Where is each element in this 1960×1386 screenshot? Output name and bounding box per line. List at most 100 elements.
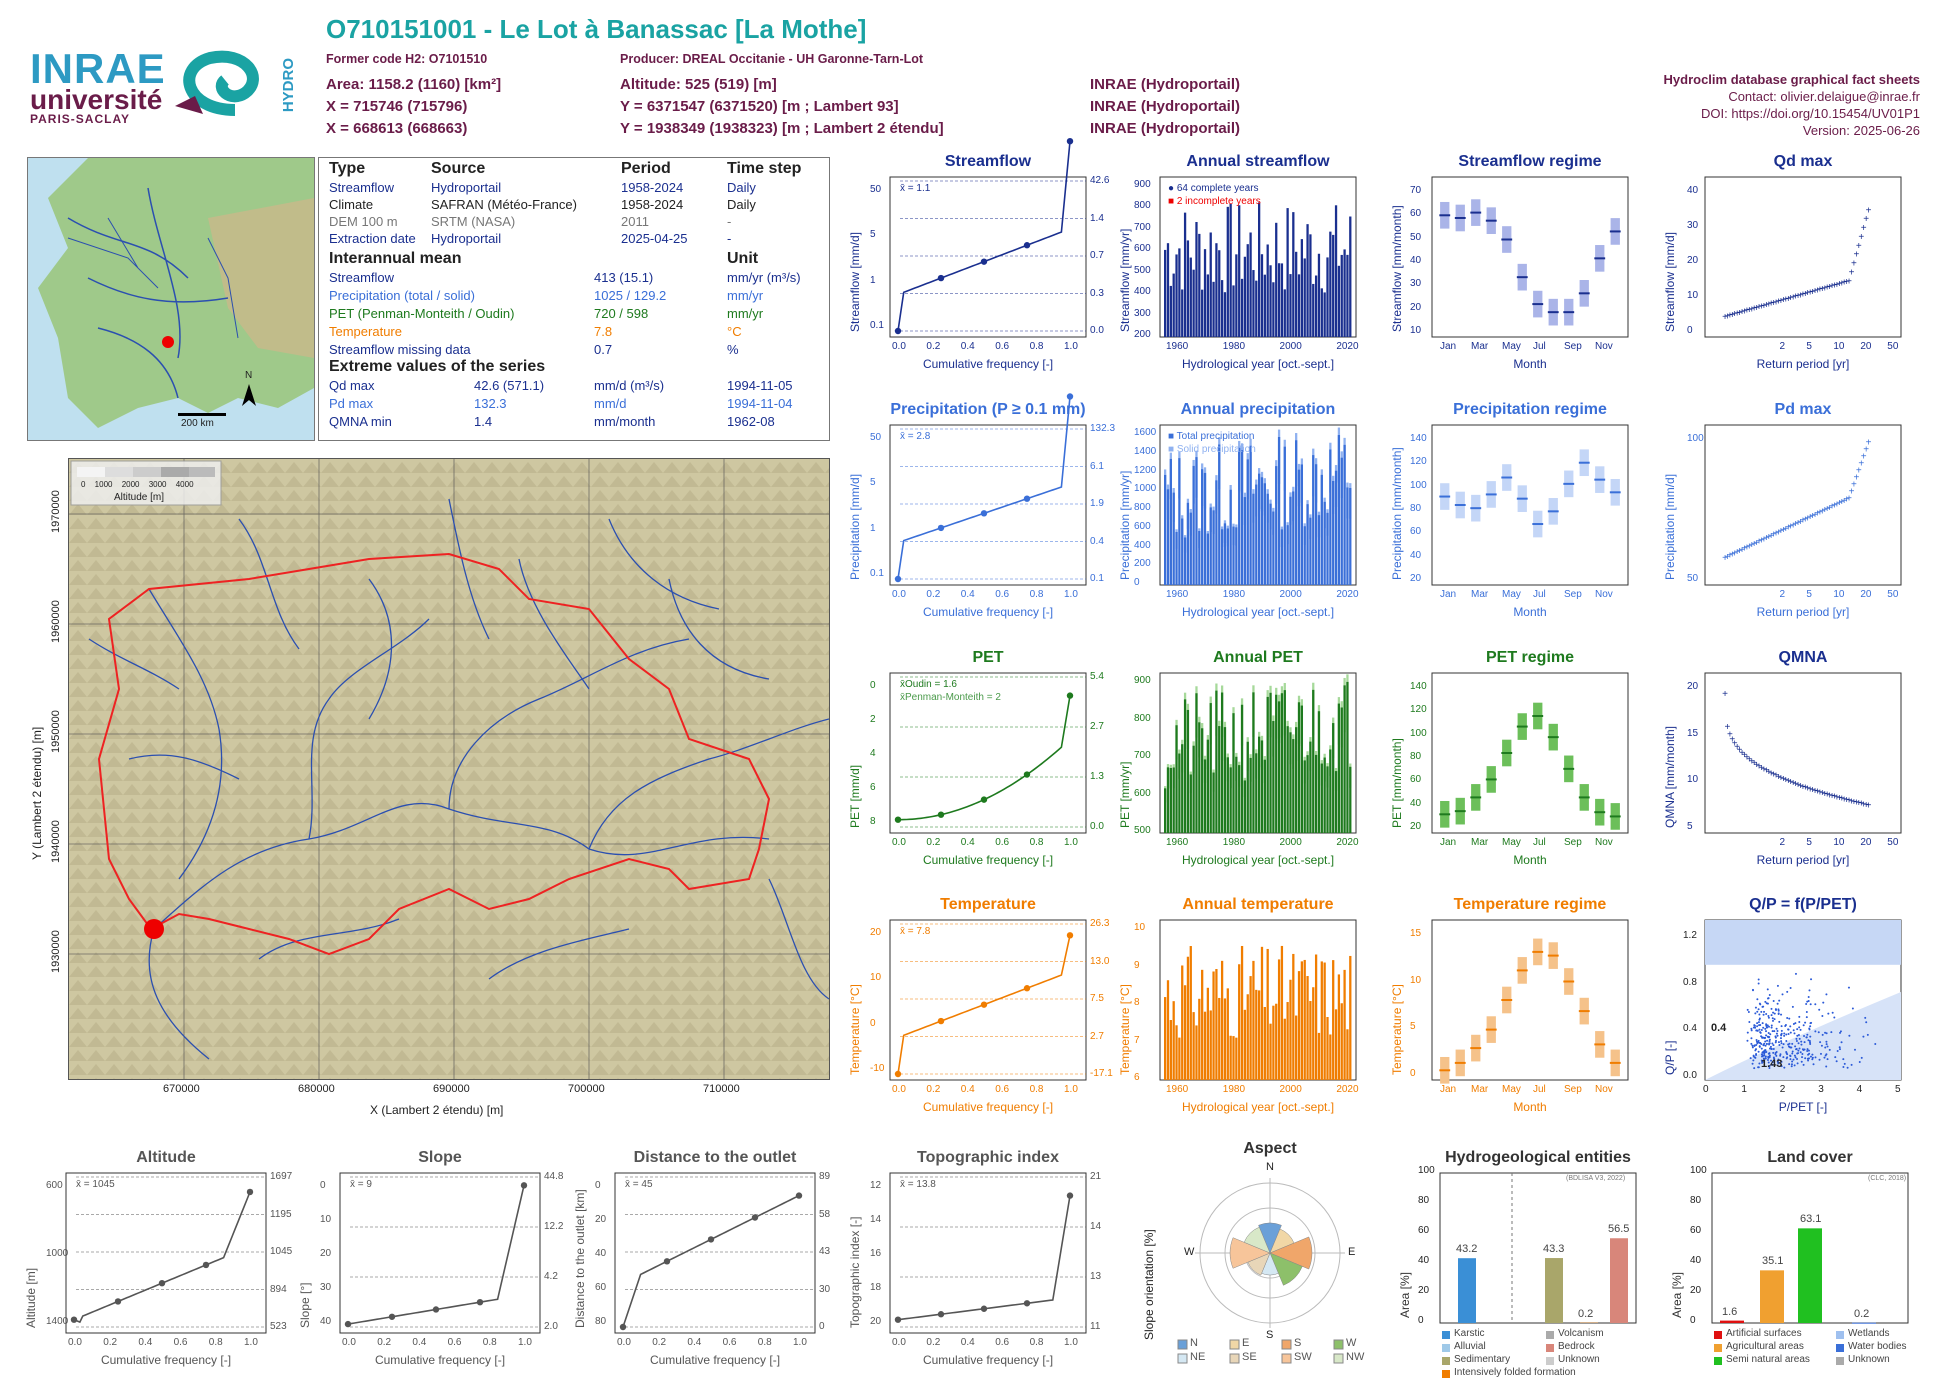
slope-xtick: 0.8 <box>482 1337 497 1348</box>
annual_precip-bar <box>1229 489 1232 585</box>
annual_temp-bar <box>1172 1001 1175 1080</box>
annual_temp-bar <box>1186 956 1190 1080</box>
annual_streamflow-ytick-1: 300 <box>1134 307 1151 319</box>
annual_streamflow-bar <box>1215 243 1218 337</box>
landcover-value-0: 1.6 <box>1722 1305 1738 1318</box>
qp-ytick-3: 1.2 <box>1683 930 1697 941</box>
temp-ylabel: Temperature [°C] <box>848 984 862 1075</box>
mean-row-4-2: % <box>727 342 739 357</box>
pd_max-point: + <box>1761 534 1767 545</box>
qmna-point: + <box>1768 768 1774 779</box>
qp-point <box>1842 1065 1845 1068</box>
annual_precip-legend-2: ■ Solid precipitation <box>1168 444 1256 455</box>
landcover-legend-0: Artificial surfaces <box>1726 1328 1802 1339</box>
precip-title: Precipitation (P ≥ 0.1 mm) <box>890 401 1086 418</box>
annual_pet-bar <box>1183 699 1187 833</box>
annual_precip-bar <box>1183 537 1187 585</box>
landcover-ytick-1: 20 <box>1690 1285 1702 1296</box>
qmna-point: + <box>1817 787 1823 798</box>
qp-point <box>1751 1062 1754 1065</box>
distance-rtick-0: 89 <box>819 1171 831 1182</box>
qp-point <box>1797 1042 1800 1045</box>
header-timestep: Time step <box>727 160 802 177</box>
annual_streamflow-bar <box>1314 275 1318 337</box>
streamflow_regime-xtick: Nov <box>1595 341 1613 352</box>
altitude-legend-title: Altitude [m] <box>114 492 165 503</box>
annual_temp-bar <box>1238 964 1241 1080</box>
pet-xtick: 0.0 <box>892 837 906 848</box>
altitude-quantile-point <box>70 1316 78 1323</box>
annual_streamflow-bar <box>1323 292 1326 337</box>
distance-xtick: 0.4 <box>687 1337 702 1348</box>
aspect-legend-3: W <box>1346 1337 1357 1349</box>
annual_temp-bar <box>1314 954 1318 1080</box>
annual_streamflow-bar <box>1164 249 1167 337</box>
annual_pet-ytick-3: 800 <box>1134 712 1151 724</box>
annual_pet-ytick-4: 900 <box>1134 675 1151 686</box>
qp-point <box>1805 1002 1808 1005</box>
qp-point <box>1804 1021 1807 1024</box>
annual_streamflow-bar <box>1172 273 1175 337</box>
altitude-quantile-point <box>158 1280 166 1287</box>
annual_streamflow-xtick: 1960 <box>1166 341 1189 352</box>
annual_streamflow-bar <box>1317 253 1321 337</box>
qmna-point: + <box>1858 799 1864 810</box>
precip_regime-xtick: Mar <box>1471 589 1489 600</box>
landcover-ytick-3: 60 <box>1690 1225 1702 1236</box>
qmna-ytick-1: 10 <box>1687 774 1699 786</box>
annual_streamflow-bar <box>1186 240 1190 337</box>
qp-point <box>1775 1054 1778 1057</box>
qp-point <box>1758 1013 1761 1016</box>
annual_temp-bar <box>1277 959 1281 1080</box>
annual_streamflow-bar <box>1209 232 1212 337</box>
qd_max-ytick-2: 20 <box>1687 255 1699 266</box>
annual_streamflow-bar <box>1181 289 1184 337</box>
qp-point <box>1755 1044 1758 1047</box>
aspect-sector <box>1269 1236 1313 1270</box>
qp-point <box>1798 1037 1801 1040</box>
precip-ylabel: Precipitation [mm/d] <box>848 473 862 580</box>
pd_max-ytick-1: 100 <box>1687 433 1704 444</box>
annual_streamflow-bar <box>1295 251 1298 337</box>
pd_max-point: + <box>1749 540 1755 551</box>
qp-point <box>1805 1036 1808 1039</box>
qp-point <box>1842 1058 1845 1061</box>
qp-point <box>1792 1029 1795 1032</box>
streamflow-ltick-2: 1 <box>870 274 876 286</box>
annual_temp-bar <box>1181 965 1184 1080</box>
landcover-legend-swatch <box>1836 1331 1844 1339</box>
altitude-quantile-point <box>202 1261 210 1269</box>
streamflow_regime-xtick: Mar <box>1471 341 1489 352</box>
temp-quantile-point <box>1066 932 1074 939</box>
qp-point <box>1798 1047 1801 1050</box>
annual_temp-ytick-1: 7 <box>1134 1034 1140 1046</box>
qp-point <box>1794 1045 1797 1048</box>
topo-xtick: 1.0 <box>1064 1337 1078 1348</box>
qp-point <box>1755 1053 1758 1056</box>
annual_temp-bar <box>1195 1025 1198 1080</box>
hydrogeo-legend-swatch <box>1546 1331 1554 1339</box>
temp-ltick-1: 10 <box>870 972 882 984</box>
qmna-point: + <box>1812 786 1818 797</box>
annual_pet-bar <box>1280 693 1284 833</box>
annual_temp-xtick: 2020 <box>1336 1084 1359 1095</box>
annual_pet-bar <box>1189 774 1192 833</box>
pd_max-point: + <box>1866 438 1872 449</box>
pd_max-point: + <box>1785 523 1791 534</box>
temp_regime-ytick-3: 15 <box>1410 928 1422 939</box>
annual_temp-bar <box>1258 990 1261 1080</box>
temp-ltick-2: 0 <box>870 1017 876 1029</box>
info-row-2-0: DEM 100 m <box>329 214 398 229</box>
header-source: Source <box>431 160 486 177</box>
annual_streamflow-bar <box>1292 212 1295 337</box>
hydrogeo-title: Hydrogeological entities <box>1445 1149 1631 1166</box>
qp-point <box>1800 1060 1803 1063</box>
qmna-point: + <box>1744 752 1750 763</box>
qd_max-ytick-4: 40 <box>1687 185 1699 196</box>
qp-point <box>1780 1065 1783 1068</box>
hydrogeo-legend-4: Sedimentary <box>1454 1354 1511 1365</box>
qmna-point: + <box>1834 792 1840 803</box>
temp-ltick-3: -10 <box>870 1063 885 1074</box>
map-xtick: 700000 <box>568 1083 605 1095</box>
annual_pet-ylabel: PET [mm/yr] <box>1118 761 1132 828</box>
